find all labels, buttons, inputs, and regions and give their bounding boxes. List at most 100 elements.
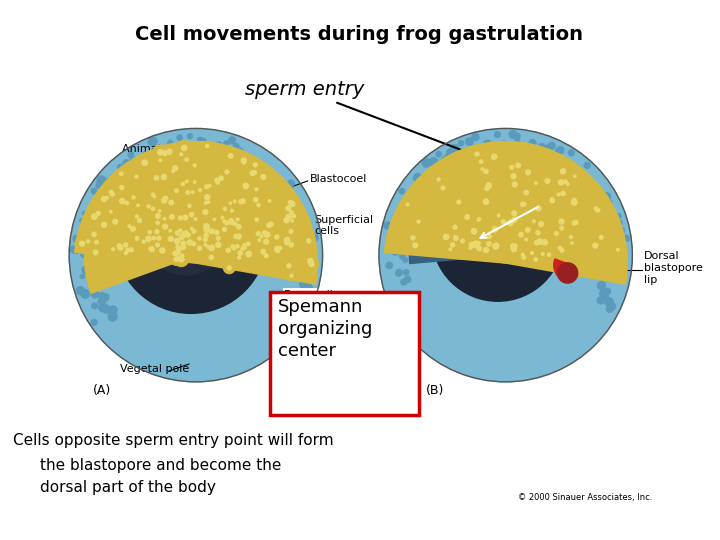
Circle shape <box>249 159 261 171</box>
Circle shape <box>207 200 210 204</box>
Circle shape <box>161 174 167 180</box>
Circle shape <box>133 214 145 226</box>
Circle shape <box>267 177 276 186</box>
Circle shape <box>531 201 546 215</box>
Circle shape <box>162 150 168 156</box>
Circle shape <box>619 227 625 233</box>
Circle shape <box>102 305 109 312</box>
Circle shape <box>172 253 184 265</box>
Circle shape <box>494 211 503 220</box>
Circle shape <box>102 294 109 301</box>
Circle shape <box>200 190 215 205</box>
Circle shape <box>292 214 297 218</box>
Circle shape <box>287 207 297 218</box>
Circle shape <box>408 206 415 215</box>
Circle shape <box>525 170 531 176</box>
Circle shape <box>184 201 194 211</box>
Circle shape <box>451 234 459 243</box>
Circle shape <box>177 227 192 242</box>
Circle shape <box>146 160 155 169</box>
Circle shape <box>450 242 455 247</box>
Circle shape <box>185 190 190 195</box>
Circle shape <box>582 180 589 187</box>
Circle shape <box>306 238 311 244</box>
Circle shape <box>300 280 307 288</box>
Circle shape <box>142 239 146 244</box>
Circle shape <box>204 242 213 252</box>
Circle shape <box>558 218 564 225</box>
Circle shape <box>521 253 525 256</box>
Circle shape <box>180 253 184 258</box>
Circle shape <box>193 163 197 167</box>
Circle shape <box>287 200 292 205</box>
Circle shape <box>218 176 224 181</box>
Circle shape <box>528 149 534 154</box>
Circle shape <box>181 154 192 165</box>
Circle shape <box>559 168 566 174</box>
Circle shape <box>510 243 516 249</box>
Circle shape <box>567 239 576 247</box>
Circle shape <box>230 244 235 249</box>
Wedge shape <box>80 145 313 263</box>
Circle shape <box>260 249 266 254</box>
Circle shape <box>554 175 569 190</box>
Circle shape <box>130 157 136 163</box>
Circle shape <box>479 243 493 257</box>
Circle shape <box>616 270 622 276</box>
Circle shape <box>168 214 175 220</box>
Circle shape <box>531 179 541 187</box>
Circle shape <box>291 196 299 204</box>
Circle shape <box>264 231 271 238</box>
Circle shape <box>125 200 130 205</box>
Circle shape <box>222 244 235 256</box>
Circle shape <box>212 218 216 221</box>
Circle shape <box>236 224 242 230</box>
Text: dorsal part of the body: dorsal part of the body <box>40 480 217 495</box>
Circle shape <box>282 187 292 195</box>
Circle shape <box>611 270 618 278</box>
Circle shape <box>617 230 624 237</box>
Circle shape <box>477 246 482 252</box>
Circle shape <box>240 243 250 252</box>
Circle shape <box>453 157 459 163</box>
Circle shape <box>508 213 521 227</box>
Circle shape <box>97 176 106 185</box>
Circle shape <box>206 245 210 249</box>
Circle shape <box>197 138 203 143</box>
Circle shape <box>179 226 193 241</box>
Circle shape <box>570 241 574 245</box>
Circle shape <box>266 222 272 228</box>
Circle shape <box>240 157 247 164</box>
Circle shape <box>388 295 397 304</box>
Circle shape <box>189 212 194 218</box>
Wedge shape <box>390 145 623 263</box>
Circle shape <box>135 236 140 241</box>
Circle shape <box>569 235 573 239</box>
Circle shape <box>450 232 462 244</box>
Circle shape <box>127 168 135 176</box>
Circle shape <box>101 196 107 202</box>
Circle shape <box>172 144 180 152</box>
Circle shape <box>158 158 163 163</box>
Circle shape <box>467 224 482 239</box>
Circle shape <box>302 299 311 308</box>
Circle shape <box>211 238 225 252</box>
Circle shape <box>301 278 307 284</box>
Circle shape <box>243 246 247 250</box>
Circle shape <box>506 169 521 183</box>
Circle shape <box>89 235 96 243</box>
Circle shape <box>604 288 611 295</box>
Text: Dorsal
blastopore
lip: Dorsal blastopore lip <box>644 252 703 285</box>
Circle shape <box>535 205 541 212</box>
Circle shape <box>176 140 192 156</box>
Circle shape <box>156 220 160 225</box>
Circle shape <box>264 253 269 258</box>
Circle shape <box>249 170 256 176</box>
Circle shape <box>407 232 419 244</box>
Circle shape <box>617 220 622 226</box>
Circle shape <box>500 140 508 148</box>
Circle shape <box>287 308 294 316</box>
Circle shape <box>228 218 234 224</box>
Circle shape <box>197 245 202 251</box>
Circle shape <box>105 187 117 198</box>
